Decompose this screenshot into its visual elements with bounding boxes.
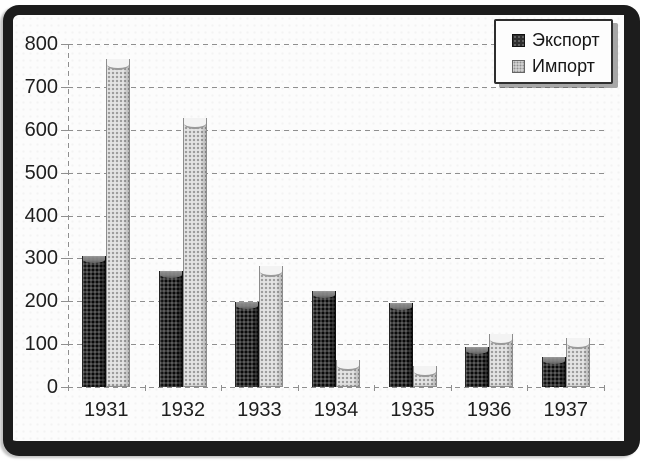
y-tick-label: 0 — [46, 376, 58, 398]
import-swatch-icon — [512, 59, 525, 73]
legend-item-export: Экспорт — [512, 28, 611, 52]
x-tick-mark — [374, 385, 376, 391]
y-tick-label: 300 — [24, 247, 58, 270]
bar-export-1937 — [541, 357, 566, 387]
bar-export-1936 — [465, 347, 490, 387]
bar-import-1935 — [412, 366, 437, 387]
x-tick-label: 1934 — [313, 399, 359, 421]
x-tick-mark — [527, 385, 529, 391]
x-tick-mark — [450, 385, 452, 391]
gridline-700 — [68, 86, 604, 88]
y-tick-mark — [61, 172, 68, 174]
bar-export-1935 — [388, 303, 413, 387]
legend: Экспорт Импорт — [494, 19, 613, 84]
y-tick-label: 100 — [24, 333, 58, 356]
bar-import-1932 — [182, 118, 207, 387]
x-tick-mark — [297, 385, 299, 391]
y-tick-mark — [61, 344, 68, 346]
y-tick-mark — [61, 129, 68, 131]
gridline-0 — [68, 387, 604, 388]
legend-label-import: Импорт — [532, 55, 595, 76]
bar-import-1934 — [336, 360, 360, 387]
x-tick-label: 1932 — [160, 399, 206, 421]
x-tick-label: 1937 — [543, 399, 588, 421]
x-tick-mark — [221, 385, 223, 391]
y-tick-label: 800 — [24, 33, 58, 55]
y-tick-label: 200 — [24, 290, 58, 313]
y-tick-label: 600 — [24, 118, 58, 141]
bar-export-1931 — [82, 256, 107, 387]
y-tick-mark — [61, 258, 68, 260]
gridline-300 — [68, 258, 604, 260]
bar-import-1931 — [106, 59, 131, 387]
gridline-400 — [68, 215, 604, 217]
y-tick-label: 700 — [24, 75, 58, 98]
legend-label-export: Экспорт — [532, 29, 600, 50]
bar-import-1933 — [259, 266, 284, 387]
export-swatch-icon — [512, 33, 525, 47]
x-tick-label: 1931 — [84, 399, 129, 421]
y-tick-mark — [61, 44, 68, 45]
x-tick-label: 1936 — [466, 399, 512, 421]
y-tick-label: 400 — [24, 204, 58, 227]
gridline-800 — [68, 44, 604, 45]
x-tick-label: 1933 — [237, 399, 282, 421]
bar-import-1937 — [565, 338, 590, 387]
y-tick-mark — [61, 215, 68, 217]
y-tick-mark — [61, 301, 68, 303]
bar-export-1933 — [235, 302, 260, 387]
y-tick-mark — [61, 86, 68, 88]
bar-import-1936 — [489, 334, 514, 387]
gridline-600 — [68, 129, 604, 131]
x-tick-label: 1935 — [390, 399, 435, 421]
bar-export-1934 — [312, 291, 336, 387]
y-tick-label: 500 — [24, 161, 58, 184]
gridline-500 — [68, 172, 604, 174]
plot-area — [68, 44, 604, 388]
x-tick-mark — [144, 385, 146, 391]
bar-export-1932 — [158, 271, 183, 387]
gridline-100 — [68, 344, 604, 346]
x-tick-mark — [604, 385, 605, 391]
y-tick-mark — [61, 387, 68, 388]
legend-item-import: Импорт — [512, 54, 611, 78]
x-tick-mark — [68, 385, 69, 391]
gridline-200 — [68, 301, 604, 303]
